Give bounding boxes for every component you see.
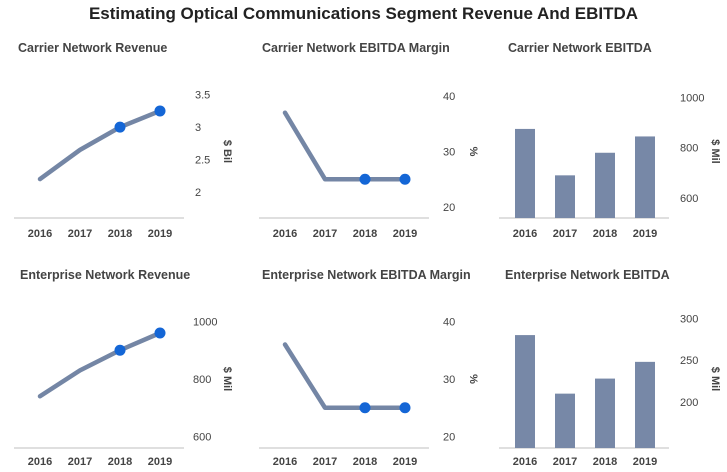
carrier-margin-series-line	[282, 110, 408, 182]
enterprise-revenue-x-tick-2019: 2019	[148, 456, 172, 468]
carrier-revenue-y-tick-3: 3	[195, 122, 201, 134]
carrier-margin-y-tick-20: 20	[443, 202, 455, 214]
carrier-ebitda-y-tick-1000: 1000	[680, 93, 704, 105]
enterprise-revenue-x-tick-2017: 2017	[68, 456, 92, 468]
enterprise-margin-point-2018	[359, 402, 371, 414]
carrier-margin-x-tick-2016: 2016	[273, 228, 297, 240]
enterprise-margin-x-tick-2016: 2016	[273, 456, 297, 468]
carrier-margin-x-tick-2018: 2018	[353, 228, 377, 240]
enterprise-margin-y-label: %	[467, 374, 479, 384]
enterprise-ebitda-x-tick-2017: 2017	[553, 456, 577, 468]
carrier-ebitda-title: Carrier Network EBITDA	[508, 41, 652, 55]
enterprise-ebitda-title: Enterprise Network EBITDA	[505, 268, 670, 282]
carrier-margin-y-label: %	[467, 147, 479, 157]
carrier-ebitda-bar-2018	[595, 152, 615, 218]
carrier-margin-point-2019	[399, 173, 411, 185]
enterprise-revenue-point-2018	[114, 344, 126, 356]
carrier-ebitda-y-label: $ Mil	[709, 139, 721, 163]
enterprise-ebitda-bar-2018	[595, 378, 615, 448]
enterprise-ebitda-bar-2019	[635, 361, 655, 448]
enterprise-revenue-point-2019	[154, 327, 166, 339]
carrier-revenue-series-line	[37, 108, 163, 182]
enterprise-margin-point-2019	[399, 402, 411, 414]
carrier-revenue-point-2018	[114, 121, 126, 133]
carrier-ebitda-x-tick-2016: 2016	[513, 228, 537, 240]
carrier-margin-point-2018	[359, 173, 371, 185]
enterprise-margin-x-tick-2019: 2019	[393, 456, 417, 468]
enterprise-margin-y-tick-30: 30	[443, 374, 455, 386]
carrier-revenue-y-tick-3.5: 3.5	[195, 90, 210, 102]
carrier-margin-y-tick-40: 40	[443, 91, 455, 103]
carrier-revenue-x-tick-2016: 2016	[28, 228, 52, 240]
carrier-revenue-y-label: $ Bil	[221, 140, 233, 163]
enterprise-ebitda-bar-2017	[555, 393, 575, 448]
enterprise-margin-x-tick-2017: 2017	[313, 456, 337, 468]
carrier-ebitda-bar-2017	[555, 175, 575, 218]
carrier-margin-x-tick-2019: 2019	[393, 228, 417, 240]
carrier-ebitda-y-tick-600: 600	[680, 193, 698, 205]
carrier-revenue-y-tick-2: 2	[195, 187, 201, 199]
enterprise-ebitda-y-label: $ Mil	[709, 367, 721, 391]
enterprise-margin-y-tick-20: 20	[443, 432, 455, 444]
enterprise-revenue-y-label: $ Mil	[221, 367, 233, 391]
carrier-ebitda-bar-2019	[635, 136, 655, 218]
enterprise-ebitda-y-tick-300: 300	[680, 313, 698, 325]
enterprise-revenue-title: Enterprise Network Revenue	[20, 268, 190, 282]
enterprise-revenue-x-tick-2016: 2016	[28, 456, 52, 468]
enterprise-ebitda-x-tick-2016: 2016	[513, 456, 537, 468]
carrier-ebitda-y-tick-800: 800	[680, 143, 698, 155]
enterprise-ebitda-y-tick-200: 200	[680, 397, 698, 409]
enterprise-revenue-x-tick-2018: 2018	[108, 456, 132, 468]
enterprise-ebitda-y-tick-250: 250	[680, 355, 698, 367]
carrier-revenue-point-2019	[154, 105, 166, 117]
carrier-margin-title: Carrier Network EBITDA Margin	[262, 41, 450, 55]
carrier-revenue-title: Carrier Network Revenue	[18, 41, 167, 55]
carrier-margin-y-tick-30: 30	[443, 147, 455, 159]
carrier-margin-x-tick-2017: 2017	[313, 228, 337, 240]
enterprise-revenue-series-line	[37, 330, 163, 399]
enterprise-ebitda-bar-2016	[515, 335, 535, 448]
carrier-revenue-x-tick-2018: 2018	[108, 228, 132, 240]
enterprise-ebitda-x-tick-2019: 2019	[633, 456, 657, 468]
enterprise-margin-series-line	[282, 342, 408, 410]
carrier-ebitda-x-tick-2017: 2017	[553, 228, 577, 240]
enterprise-margin-x-tick-2018: 2018	[353, 456, 377, 468]
enterprise-revenue-y-tick-600: 600	[193, 432, 211, 444]
carrier-revenue-x-tick-2017: 2017	[68, 228, 92, 240]
carrier-ebitda-bar-2016	[515, 128, 535, 218]
enterprise-revenue-y-tick-800: 800	[193, 374, 211, 386]
carrier-revenue-y-tick-2.5: 2.5	[195, 155, 210, 167]
enterprise-ebitda-x-tick-2018: 2018	[593, 456, 617, 468]
carrier-ebitda-x-tick-2018: 2018	[593, 228, 617, 240]
carrier-revenue-x-tick-2019: 2019	[148, 228, 172, 240]
enterprise-margin-y-tick-40: 40	[443, 317, 455, 329]
carrier-ebitda-x-tick-2019: 2019	[633, 228, 657, 240]
enterprise-revenue-y-tick-1000: 1000	[193, 317, 217, 329]
enterprise-margin-title: Enterprise Network EBITDA Margin	[262, 268, 471, 282]
page-title: Estimating Optical Communications Segmen…	[88, 4, 639, 23]
